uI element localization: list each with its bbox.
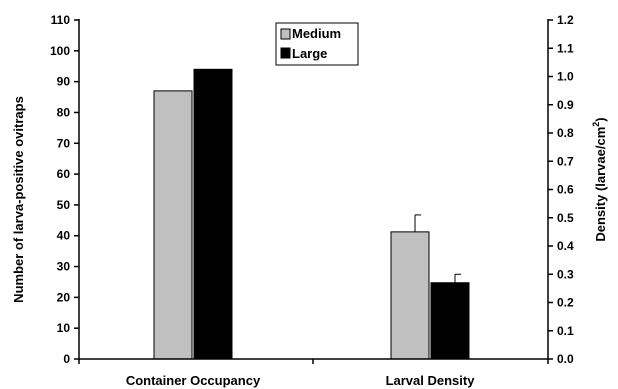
legend: Medium Large [275,22,359,66]
legend-swatch-medium [280,28,291,40]
bars [153,68,470,360]
right-tick-label: 0.5 [557,211,574,225]
right-axis-title-superscript: 2 [591,122,601,127]
left-axis-title: Number of larva-positive ovitraps [11,96,26,303]
right-tick-label: 0.6 [557,183,574,197]
category-label-larval-density: Larval Density [386,373,476,388]
right-tick-label: 0.2 [557,296,574,310]
bar-large-0 [193,68,233,360]
right-tick-label: 0.4 [557,239,574,253]
left-tick-label: 60 [57,167,71,181]
left-tick-label: 20 [57,290,71,304]
left-tick-label: 80 [57,105,71,119]
left-tick-label: 90 [57,75,71,89]
right-axis-ticks: 0.0 0.1 0.2 0.3 0.4 0.5 0.6 0.7 0.8 0.9 1.0 1.1 1.2 [548,13,574,366]
left-tick-label: 0 [63,352,70,366]
left-tick-label: 30 [57,260,71,274]
right-tick-label: 1.1 [557,41,574,55]
right-axis-title-end: ) [593,117,608,121]
right-tick-label: 0.8 [557,126,574,140]
right-tick-label: 1.2 [557,13,574,27]
bar-medium-1 [390,231,430,360]
right-tick-label: 0.3 [557,267,574,281]
right-tick-label: 0.7 [557,154,574,168]
left-tick-label: 110 [51,13,71,27]
legend-label-large: Large [292,46,327,61]
bar-large-1 [430,282,470,360]
left-tick-label: 40 [57,229,71,243]
left-axis-ticks: 0 10 20 30 40 50 60 70 80 90 100 110 [50,13,549,366]
right-axis-title-main: Density (larvae/cm [593,127,608,242]
legend-swatch-large [280,47,291,59]
left-tick-label: 50 [57,198,71,212]
right-tick-label: 0.1 [557,324,574,338]
right-tick-label: 0.0 [557,352,574,366]
right-tick-label: 1.0 [557,70,574,84]
category-label-container-occupancy: Container Occupancy [126,373,261,388]
left-tick-label: 10 [57,321,71,335]
bar-medium-0 [153,90,193,360]
right-tick-label: 0.9 [557,98,574,112]
left-tick-label: 70 [57,136,71,150]
right-axis-title: Density (larvae/cm2) [591,117,608,241]
legend-label-medium: Medium [292,26,341,41]
left-tick-label: 100 [50,44,70,58]
